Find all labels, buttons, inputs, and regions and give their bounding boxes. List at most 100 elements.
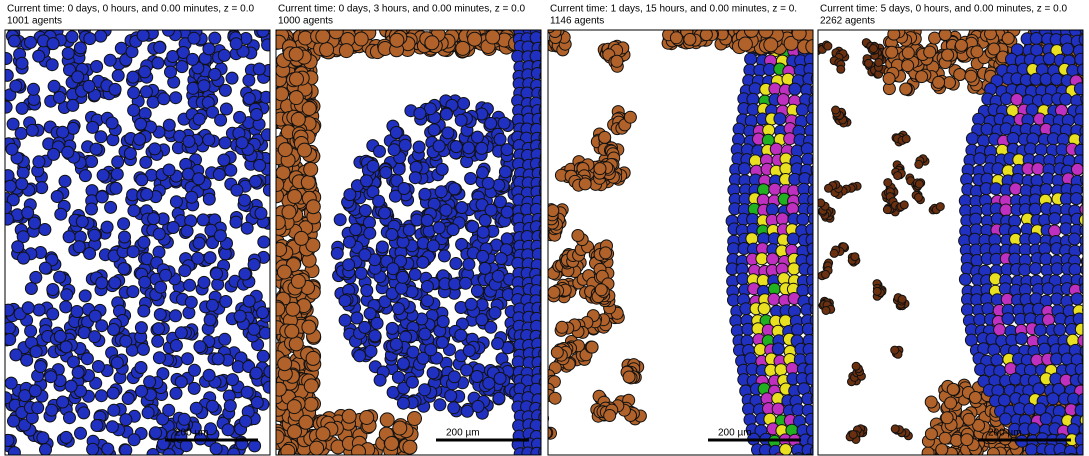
agent (273, 243, 287, 257)
agent (193, 237, 205, 249)
agent (136, 385, 148, 397)
agent (253, 63, 265, 75)
agent (109, 277, 121, 289)
agent (339, 44, 353, 58)
agent (22, 207, 34, 219)
agent (2, 304, 14, 316)
agent (461, 405, 473, 417)
agent (1083, 295, 1089, 307)
agent (118, 263, 130, 275)
agent (1062, 43, 1074, 55)
agent (257, 307, 269, 319)
agent (306, 351, 320, 365)
agent (316, 29, 330, 43)
panel: Current time: 0 days, 0 hours, and 0.00 … (0, 4, 276, 456)
agent (397, 358, 409, 370)
agent (939, 432, 951, 444)
agent (789, 83, 801, 95)
agent (777, 94, 789, 106)
agent (448, 371, 460, 383)
agent (339, 295, 351, 307)
agent (289, 337, 303, 351)
agent (91, 61, 103, 73)
agent (89, 331, 101, 343)
agent (360, 411, 374, 425)
agent (556, 321, 568, 333)
agent (96, 191, 108, 203)
agent (12, 241, 24, 253)
agent (1084, 163, 1089, 175)
agent (775, 364, 787, 376)
agent (364, 308, 376, 320)
agent (758, 303, 770, 315)
agent (883, 206, 891, 214)
agent (434, 399, 446, 411)
agent (137, 343, 149, 355)
agent (212, 353, 224, 365)
agent (66, 31, 78, 43)
agent (167, 222, 179, 234)
agent (1016, 333, 1028, 345)
agent (359, 249, 371, 261)
agent (138, 236, 150, 248)
agent (298, 31, 312, 45)
agent (270, 430, 284, 444)
agent (822, 307, 830, 315)
agent (240, 415, 252, 427)
agent (60, 301, 72, 313)
agent (160, 269, 172, 281)
agent (367, 160, 379, 172)
agent (153, 352, 165, 364)
agent (1083, 44, 1089, 56)
scale-label: 200 µm (446, 428, 480, 439)
agent (271, 216, 285, 230)
agent (916, 71, 928, 83)
agent (486, 30, 500, 44)
agent (477, 226, 489, 238)
agent (1074, 114, 1086, 126)
agent (107, 387, 119, 399)
agent (215, 114, 227, 126)
agent (1079, 243, 1089, 255)
agent (65, 380, 77, 392)
agent (413, 141, 425, 153)
agent (47, 284, 59, 296)
agent (144, 376, 156, 388)
agent (120, 414, 132, 426)
agent (189, 364, 201, 376)
agent (1081, 93, 1089, 105)
agent (87, 121, 99, 133)
agent (275, 87, 289, 101)
agent (875, 59, 883, 67)
agent (438, 250, 450, 262)
agent (179, 265, 191, 277)
agent (870, 45, 878, 53)
agent (185, 296, 197, 308)
agent (611, 55, 623, 67)
agent (988, 43, 1000, 55)
agent (25, 283, 37, 295)
agent (22, 302, 34, 314)
agent (409, 172, 421, 184)
agent (1079, 133, 1089, 145)
agent (84, 248, 96, 260)
agent (178, 413, 190, 425)
agent (48, 80, 60, 92)
agent (1083, 73, 1089, 85)
agent (234, 111, 246, 123)
agent (971, 46, 983, 58)
agent (36, 182, 48, 194)
simulation-view (269, 23, 553, 456)
agent (354, 32, 368, 46)
agent (17, 167, 29, 179)
agent (136, 174, 148, 186)
agent (891, 346, 899, 354)
agent (135, 322, 147, 334)
agent (285, 324, 299, 338)
agent (186, 191, 198, 203)
agent (47, 308, 59, 320)
agent (73, 241, 85, 253)
agent (900, 201, 908, 209)
agent (891, 425, 899, 433)
agent (947, 383, 959, 395)
